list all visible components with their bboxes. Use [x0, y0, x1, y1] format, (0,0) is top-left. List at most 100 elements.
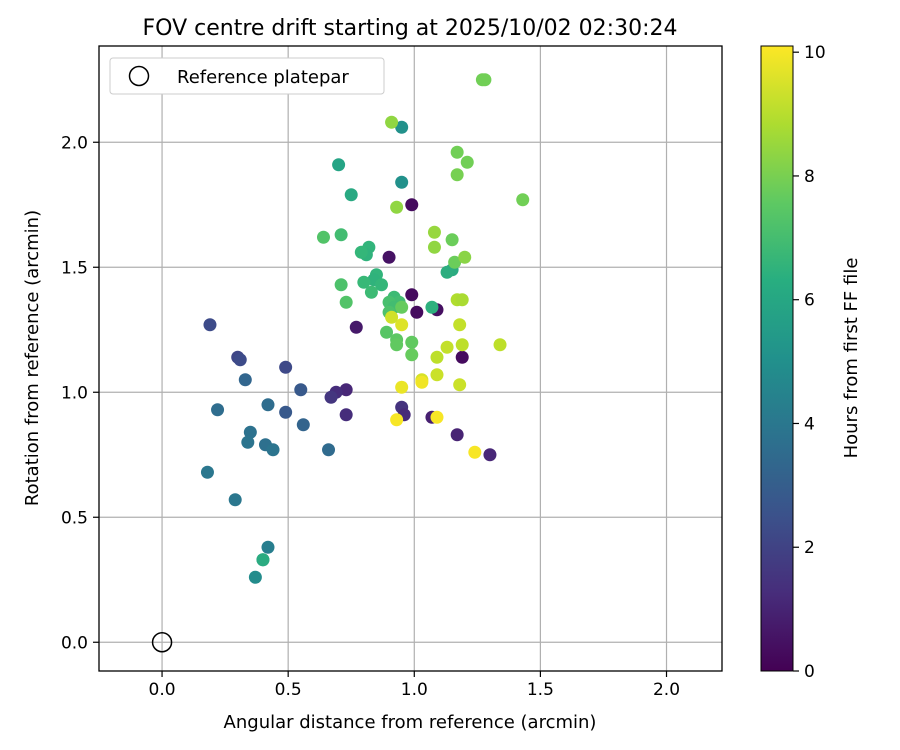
- x-tick-label: 0.5: [275, 680, 302, 700]
- x-tick-label: 0.0: [149, 680, 176, 700]
- data-point: [478, 73, 492, 87]
- y-axis-ticks: 0.0 0.5 1.0 1.5 2.0: [61, 133, 99, 653]
- data-point: [385, 115, 399, 129]
- data-point: [334, 228, 348, 242]
- data-point: [266, 443, 280, 457]
- data-point: [450, 145, 464, 159]
- data-point: [203, 318, 217, 332]
- data-point: [233, 353, 247, 367]
- data-point: [395, 175, 409, 189]
- data-point: [324, 390, 338, 404]
- data-point: [200, 465, 214, 479]
- data-point: [261, 540, 275, 554]
- y-tick-label: 0.0: [61, 633, 88, 653]
- colorbar-tick-label: 6: [804, 291, 815, 311]
- data-point: [279, 405, 293, 419]
- data-point: [427, 225, 441, 239]
- data-point: [425, 300, 439, 314]
- data-point: [390, 338, 404, 352]
- y-tick-label: 1.5: [61, 258, 88, 278]
- data-point: [440, 340, 454, 354]
- colorbar-tick-label: 0: [804, 662, 815, 682]
- colorbar: [760, 45, 794, 672]
- plot-frame: [98, 45, 723, 672]
- data-point: [380, 325, 394, 339]
- data-point: [427, 240, 441, 254]
- data-point: [248, 570, 262, 584]
- data-point: [211, 403, 225, 417]
- data-point: [238, 373, 252, 387]
- legend-box: [109, 57, 385, 95]
- y-tick-label: 1.0: [61, 383, 88, 403]
- data-point: [405, 335, 419, 349]
- legend: Reference platepar: [109, 57, 385, 95]
- legend-reference-label: Reference platepar: [177, 67, 349, 88]
- y-axis-label: Rotation from reference (arcmin): [22, 210, 43, 506]
- data-point: [455, 350, 469, 364]
- x-tick-label: 2.0: [653, 680, 680, 700]
- data-point: [395, 120, 409, 134]
- data-point: [395, 380, 409, 394]
- scatter-points: [200, 73, 530, 584]
- data-point: [374, 278, 388, 292]
- data-point: [415, 375, 429, 389]
- data-point: [405, 198, 419, 212]
- data-point: [294, 383, 308, 397]
- x-tick-label: 1.5: [527, 680, 554, 700]
- data-point: [322, 443, 336, 457]
- data-point: [390, 413, 404, 427]
- data-point: [453, 378, 467, 392]
- data-point: [450, 428, 464, 442]
- data-point: [339, 383, 353, 397]
- data-point: [405, 288, 419, 302]
- data-point: [228, 493, 242, 507]
- x-axis-label: Angular distance from reference (arcmin): [224, 712, 597, 733]
- colorbar-ticks: 0 2 4 6 8 10: [793, 43, 826, 682]
- data-point: [453, 318, 467, 332]
- data-point: [339, 295, 353, 309]
- data-point: [339, 408, 353, 422]
- data-point: [395, 300, 409, 314]
- data-point: [364, 285, 378, 299]
- chart-title: FOV centre drift starting at 2025/10/02 …: [143, 16, 678, 41]
- colorbar-tick-label: 2: [804, 538, 815, 558]
- data-point: [243, 425, 257, 439]
- data-point: [357, 275, 371, 289]
- y-tick-label: 0.5: [61, 508, 88, 528]
- data-point: [349, 320, 363, 334]
- data-point: [390, 200, 404, 214]
- legend-reference-marker: [128, 65, 150, 87]
- data-point: [430, 410, 444, 424]
- data-point: [483, 448, 497, 462]
- data-point: [405, 348, 419, 362]
- data-point: [450, 168, 464, 182]
- colorbar-label: Hours from first FF file: [841, 258, 862, 459]
- data-point: [296, 418, 310, 432]
- data-point: [334, 278, 348, 292]
- data-point: [493, 338, 507, 352]
- data-point: [445, 233, 459, 247]
- data-point: [332, 158, 346, 172]
- x-axis-ticks: 0.0 0.5 1.0 1.5 2.0: [149, 671, 680, 700]
- data-point: [316, 230, 330, 244]
- data-point: [410, 305, 424, 319]
- y-tick-label: 2.0: [61, 133, 88, 153]
- data-point: [440, 265, 454, 279]
- colorbar-tick-label: 8: [804, 167, 815, 187]
- colorbar-tick-label: 4: [804, 414, 815, 434]
- data-point: [430, 350, 444, 364]
- data-point: [279, 360, 293, 374]
- colorbar-tick-label: 10: [804, 43, 826, 63]
- data-point: [241, 435, 255, 449]
- data-point: [460, 155, 474, 169]
- reference-layer: [151, 632, 173, 653]
- data-point: [448, 255, 462, 269]
- data-point: [385, 310, 399, 324]
- data-point: [516, 193, 530, 207]
- reference-platepar-marker: [151, 632, 173, 653]
- data-point: [354, 245, 368, 259]
- data-point: [430, 368, 444, 382]
- data-point: [458, 250, 472, 264]
- data-point: [261, 398, 275, 412]
